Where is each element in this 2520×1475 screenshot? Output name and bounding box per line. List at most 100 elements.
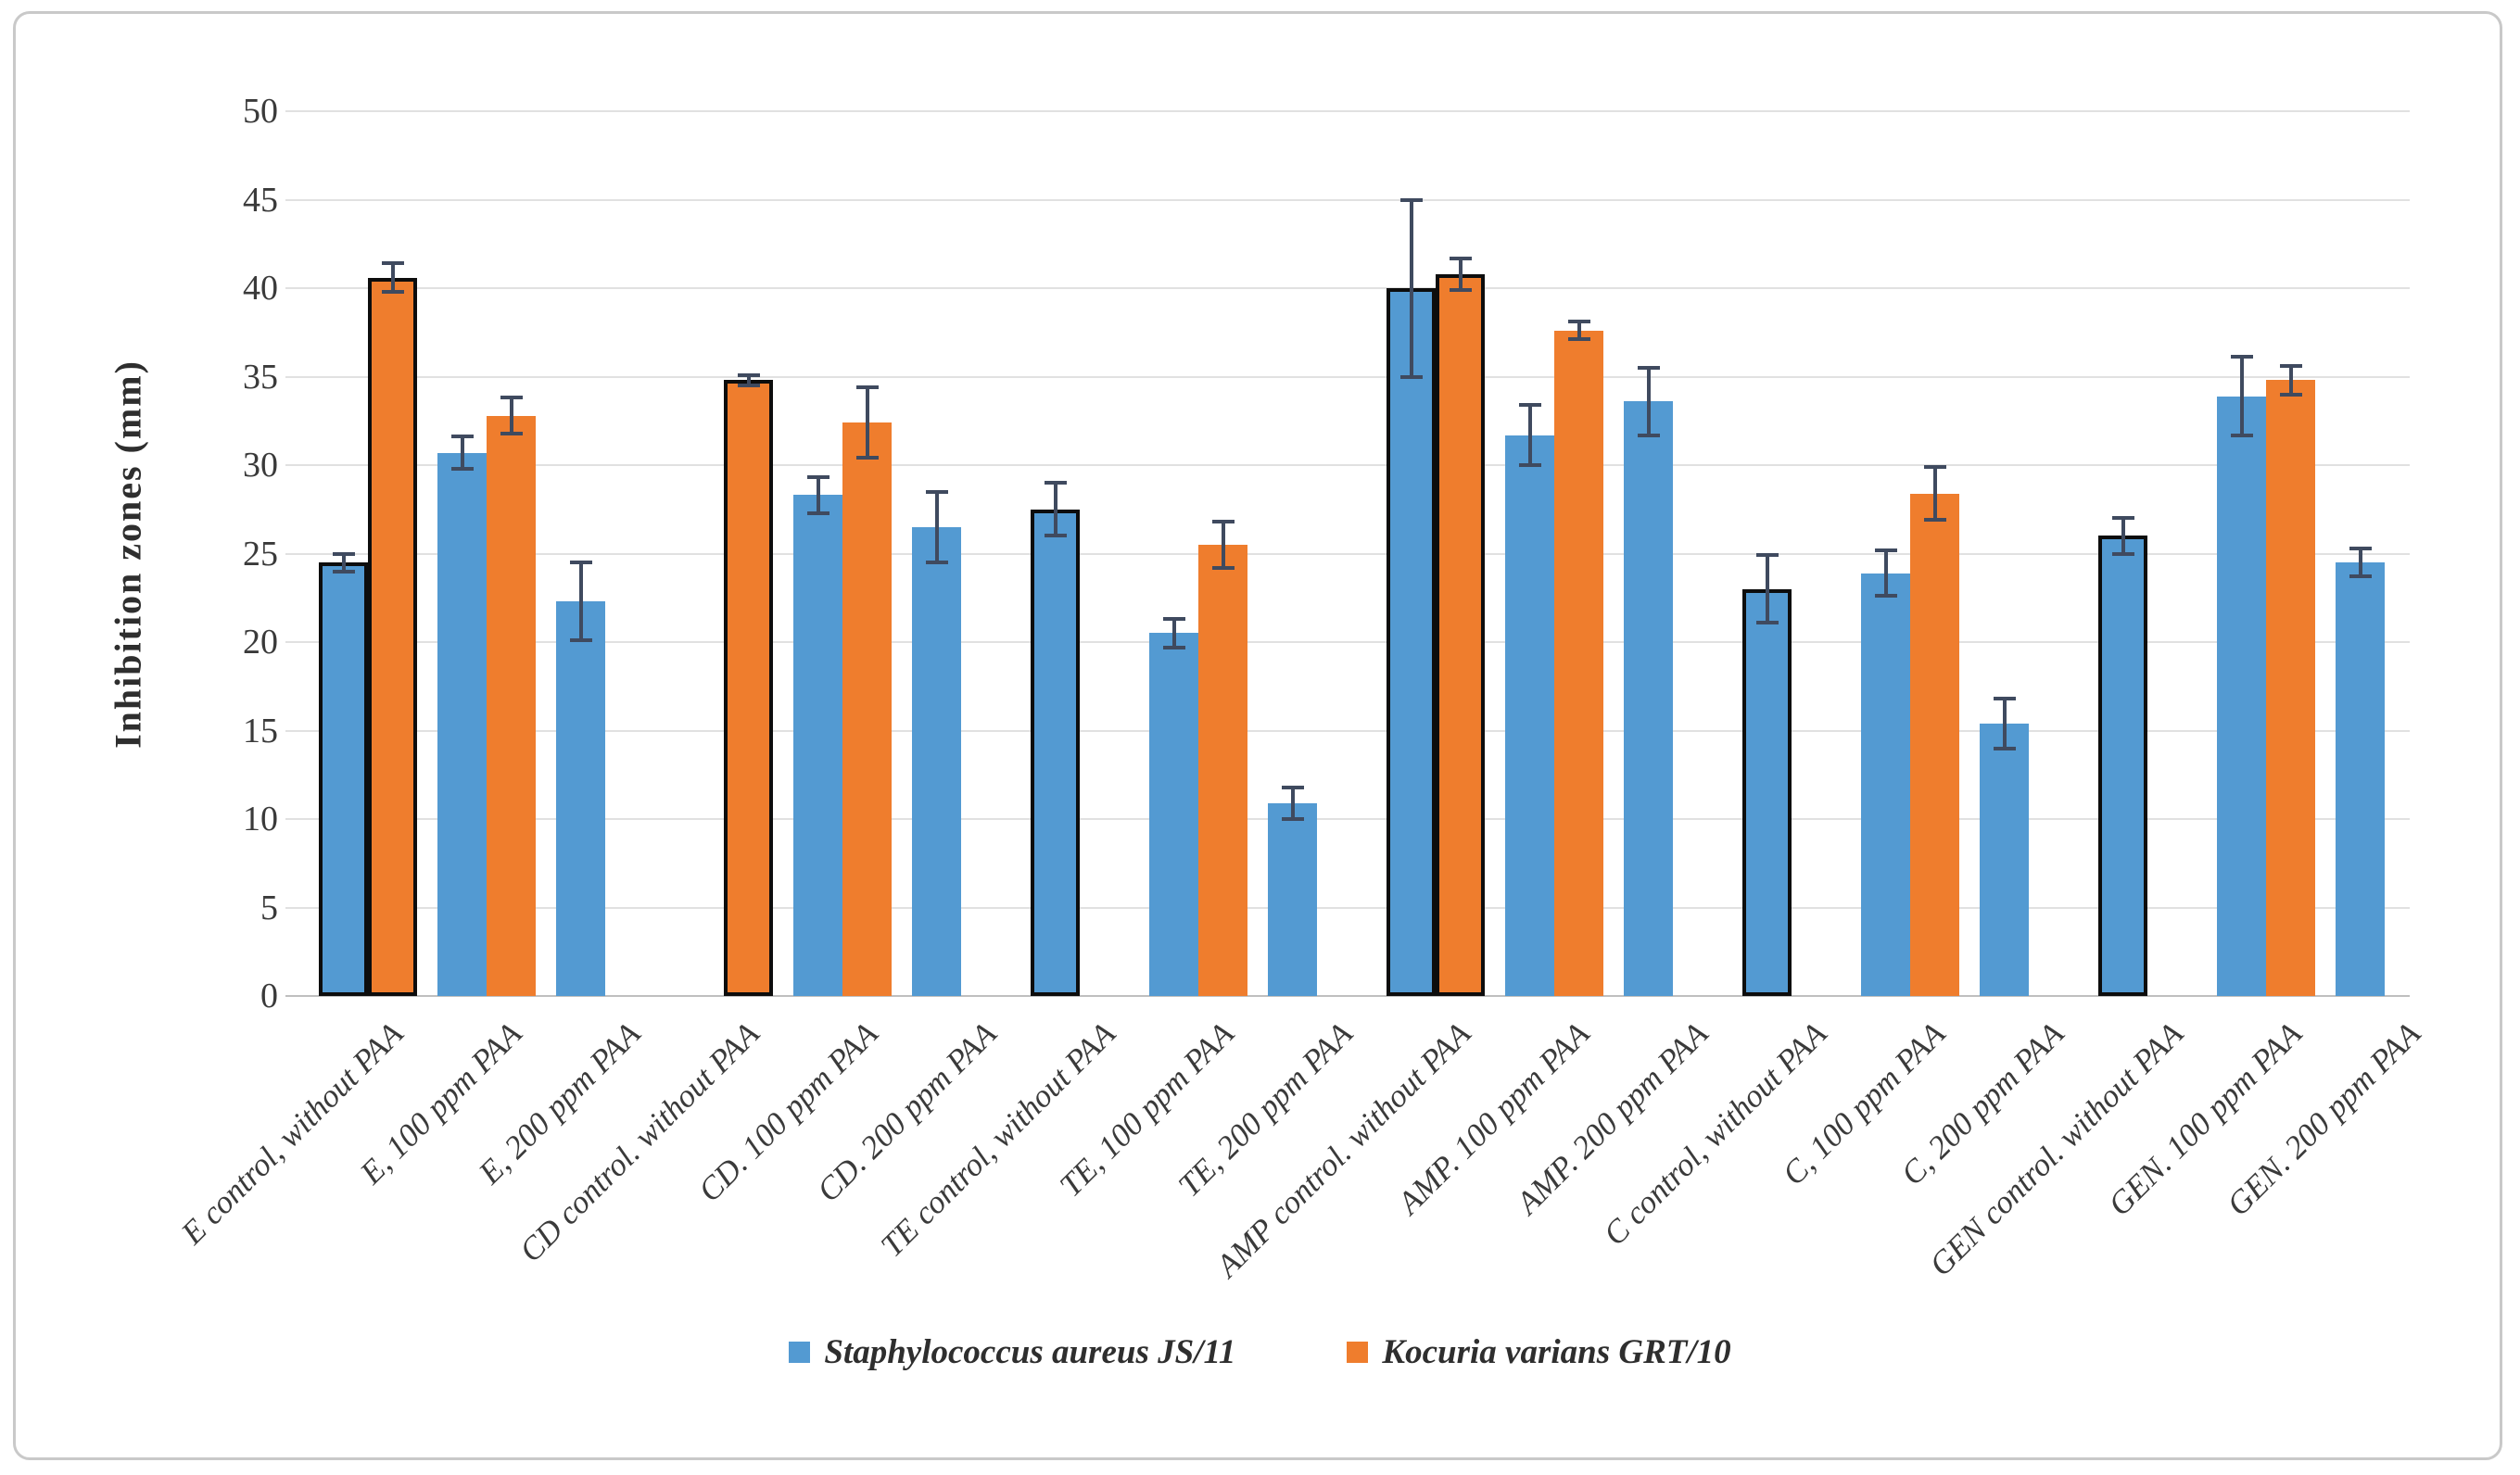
bar-orange-2 <box>487 415 536 996</box>
error-bar-whisker <box>460 436 464 469</box>
gridline <box>285 641 2410 643</box>
error-bar-whisker <box>816 477 820 513</box>
legend-item: Staphylococcus aureus JS/11 <box>789 1332 1235 1372</box>
error-bar-whisker <box>746 374 751 386</box>
error-bar-cap <box>1993 697 2016 701</box>
gridline <box>285 818 2410 820</box>
error-bar-cap <box>1281 785 1304 789</box>
legend-swatch <box>1347 1342 1369 1363</box>
figure-border <box>13 11 2502 1460</box>
error-bar-whisker <box>1409 199 1413 377</box>
legend-label: Staphylococcus aureus JS/11 <box>824 1333 1236 1371</box>
error-bar-cap <box>2111 516 2134 521</box>
error-bar-cap <box>2279 392 2302 397</box>
bar-blue-12 <box>1624 401 1673 996</box>
gridline <box>285 287 2410 289</box>
legend: Staphylococcus aureus JS/11 Kocuria varia… <box>0 1332 2520 1372</box>
bar-orange-11 <box>1554 330 1603 996</box>
gridline <box>285 375 2410 378</box>
error-bar-whisker <box>2121 518 2125 554</box>
legend-item: Kocuria varians GRT/10 <box>1347 1332 1731 1372</box>
error-bar-whisker <box>341 553 346 572</box>
error-bar-whisker <box>1527 405 1532 465</box>
bar-blue-15 <box>1980 723 2029 996</box>
error-bar-cap <box>332 551 355 556</box>
bar-blue-5 <box>793 495 842 996</box>
bar-blue-18 <box>2336 562 2385 996</box>
bar-blue-1 <box>319 562 368 996</box>
bar-orange-10 <box>1436 273 1485 996</box>
error-bar-cap <box>855 385 879 389</box>
error-bar-cap <box>1449 287 1472 292</box>
error-bar-cap <box>1162 645 1185 649</box>
error-bar-whisker <box>2358 548 2362 577</box>
bar-orange-8 <box>1198 544 1247 996</box>
y-tick-label: 15 <box>243 711 278 750</box>
bar-blue-2 <box>437 452 487 996</box>
bar-blue-6 <box>912 526 961 996</box>
legend-swatch <box>789 1342 811 1363</box>
error-bar-whisker <box>1053 483 1057 536</box>
error-bar-cap <box>925 489 948 494</box>
error-bar-cap <box>1755 620 1779 624</box>
legend-label: Kocuria varians GRT/10 <box>1382 1333 1731 1371</box>
error-bar-cap <box>1567 337 1590 342</box>
error-bar-cap <box>569 561 592 565</box>
bar-orange-1 <box>368 277 417 996</box>
gridline <box>285 110 2410 112</box>
gridline <box>285 552 2410 555</box>
y-tick-label: 0 <box>260 977 278 1015</box>
bar-blue-14 <box>1861 573 1910 996</box>
error-bar-whisker <box>934 491 939 563</box>
error-bar-cap <box>2230 355 2253 359</box>
category-label: TE control, without PAA <box>873 1015 1122 1265</box>
error-bar-cap <box>381 261 404 266</box>
bar-blue-13 <box>1742 588 1792 996</box>
error-bar-whisker <box>1765 555 1769 623</box>
gridline <box>285 198 2410 201</box>
bar-blue-7 <box>1031 509 1080 996</box>
y-tick-label: 30 <box>243 446 278 485</box>
error-bar-cap <box>806 475 829 480</box>
error-bar-cap <box>2349 546 2372 550</box>
bar-blue-17 <box>2217 396 2266 996</box>
bar-orange-4 <box>724 380 773 996</box>
error-bar-whisker <box>865 386 869 459</box>
error-bar-cap <box>1874 594 1897 599</box>
error-bar-cap <box>450 466 474 471</box>
category-label: CD control. without PAA <box>512 1015 766 1269</box>
error-bar-cap <box>1923 464 1946 469</box>
y-tick-label: 5 <box>260 888 278 927</box>
error-bar-cap <box>1162 617 1185 622</box>
gridline <box>285 464 2410 466</box>
error-bar-cap <box>1993 746 2016 750</box>
error-bar-whisker <box>1577 321 1581 340</box>
bar-orange-14 <box>1910 493 1959 996</box>
error-bar-cap <box>806 511 829 515</box>
y-tick-label: 50 <box>243 92 278 131</box>
x-axis-line <box>285 995 2410 997</box>
bar-blue-9 <box>1268 802 1317 996</box>
y-tick-label: 20 <box>243 623 278 662</box>
error-bar-cap <box>450 435 474 439</box>
error-bar-whisker <box>1221 522 1225 568</box>
bar-blue-3 <box>556 601 605 996</box>
error-bar-cap <box>1637 365 1660 370</box>
error-bar-whisker <box>1290 787 1295 819</box>
error-bar-cap <box>381 289 404 294</box>
bar-blue-8 <box>1149 633 1198 996</box>
error-bar-whisker <box>2002 699 2007 749</box>
error-bar-cap <box>737 384 760 388</box>
error-bar-whisker <box>390 263 395 292</box>
bar-blue-10 <box>1387 288 1436 996</box>
error-bar-cap <box>500 431 523 435</box>
error-bar-cap <box>1637 433 1660 437</box>
error-bar-whisker <box>1171 619 1176 648</box>
error-bar-cap <box>737 372 760 377</box>
error-bar-cap <box>1281 817 1304 821</box>
error-bar-cap <box>1755 553 1779 558</box>
error-bar-cap <box>1874 548 1897 552</box>
error-bar-cap <box>2230 433 2253 437</box>
error-bar-cap <box>2349 574 2372 579</box>
